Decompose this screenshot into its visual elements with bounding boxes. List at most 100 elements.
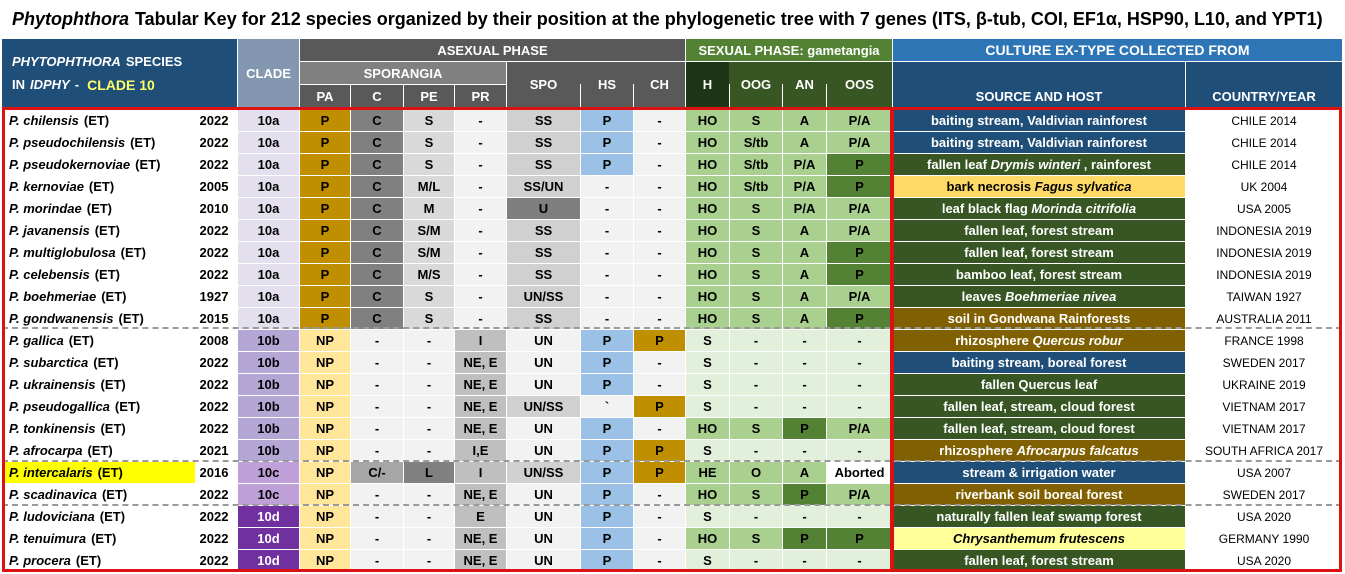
cell-c: C [351,198,403,219]
species-name-suffix: (ET) [75,553,102,568]
species-name: P. pseudochilensis (ET) [5,132,195,153]
species-name: P. boehmeriae (ET) [5,286,195,307]
cell-oog: - [730,440,782,461]
cell-pa: NP [300,396,350,417]
species-name: P. morindae (ET) [5,198,195,219]
col-header-hs: HS [581,62,633,107]
cell-c: C [351,176,403,197]
cell-c: - [351,352,403,373]
country-year: USA 2020 [1236,509,1292,524]
cell-ch: P [634,330,685,351]
cell-oos: - [827,506,892,527]
cell-c: C [351,132,403,153]
cell-oos: P [827,308,892,329]
species-year: 2022 [199,223,229,238]
cell-spo: UN [507,330,580,351]
clade-separator [2,460,1342,462]
cell-ch: - [634,110,685,131]
country-year: INDONESIA 2019 [1216,267,1312,282]
clade-separator [2,327,1342,329]
cell-pe: S/M [404,242,454,263]
cell-c: C [351,154,403,175]
cell-ch: - [634,418,685,439]
cell-hs: P [581,506,633,527]
cell-h: HO [686,154,729,175]
cell-oos: - [827,550,892,571]
source-host-text: bamboo leaf, forest stream [955,267,1123,282]
cell-h: HO [686,484,729,505]
cell-clade: 10c [238,462,299,483]
cell-spo: U [507,198,580,219]
cell-an: - [783,396,826,417]
cell-pr: - [455,264,506,285]
cell-ch: - [634,154,685,175]
cell-pe: S [404,308,454,329]
source-host-text: riverbank soil boreal forest [955,487,1123,502]
cell-pa: NP [300,374,350,395]
cell-pa: NP [300,550,350,571]
species-name-text: P. subarctica [9,355,89,370]
country-year: INDONESIA 2019 [1216,223,1312,238]
species-header-idphy: IDPHY [30,76,70,92]
cell-ch: - [634,550,685,571]
source-host: fallen leaf Drymis winteri , rainforest [893,154,1185,175]
cell-h: HO [686,264,729,285]
species-name-text: P. chilensis [9,113,79,128]
source-host: fallen leaf, forest stream [893,550,1185,571]
species-name-suffix: (ET) [91,531,117,546]
source-host: baiting stream, Valdivian rainforest [893,110,1185,131]
cell-pr: - [455,286,506,307]
cell-spo: UN [507,374,580,395]
cell-oog: S [730,308,782,329]
cell-an: - [783,550,826,571]
species-name-suffix: (ET) [97,465,123,480]
cell-ch: - [634,506,685,527]
cell-clade: 10b [238,440,299,461]
cell-spo: SS [507,132,580,153]
cell-hs: - [581,220,633,241]
species-name: P. subarctica (ET) [5,352,195,373]
cell-pr: NE, E [455,396,506,417]
cell-ch: - [634,220,685,241]
cell-hs: P [581,550,633,571]
cell-c: - [351,418,403,439]
species-header-clade: CLADE 10 [87,76,155,93]
cell-spo: SS [507,220,580,241]
species-name: P. ludoviciana (ET) [5,506,195,527]
source-host-text: Fagus sylvatica [1034,179,1132,194]
cell-oos: P/A [827,484,892,505]
source-host: rhizosphere Quercus robur [893,330,1185,351]
source-host-text: rhizosphere [939,443,1017,458]
cell-pe: S [404,154,454,175]
country-year: USA 2005 [1236,201,1292,216]
cell-h: S [686,440,729,461]
source-host: Chrysanthemum frutescens [893,528,1185,549]
cell-oos: P [827,528,892,549]
cell-oos: P/A [827,220,892,241]
species-year: 2008 [199,333,229,348]
cell-h: S [686,506,729,527]
col-header-source: SOURCE AND HOST [893,62,1185,107]
cell-oos: P/A [827,418,892,439]
cell-an: A [783,242,826,263]
species-name-suffix: (ET) [120,245,146,260]
species-year: 2005 [199,179,229,194]
cell-spo: SS [507,110,580,131]
species-name-suffix: (ET) [101,289,127,304]
cell-pr: - [455,176,506,197]
cell-hs: P [581,484,633,505]
cell-pe: S [404,132,454,153]
source-host-text: fallen leaf, forest stream [964,223,1114,238]
cell-oog: S/tb [730,176,782,197]
cell-an: A [783,308,826,329]
cell-oog: - [730,506,782,527]
species-year: 2015 [199,311,229,326]
species-year: 2022 [199,399,229,414]
cell-ch: P [634,396,685,417]
cell-oog: S [730,198,782,219]
cell-oos: - [827,330,892,351]
cell-hs: ` [581,396,633,417]
country-year: INDONESIA 2019 [1216,245,1312,260]
cell-oos: P [827,264,892,285]
cell-h: HE [686,462,729,483]
